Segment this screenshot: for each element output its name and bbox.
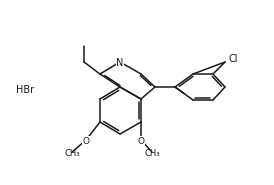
Text: CH₃: CH₃ (144, 149, 160, 159)
Text: N: N (116, 58, 124, 68)
Text: CH₃: CH₃ (64, 149, 80, 159)
Text: HBr: HBr (16, 85, 34, 95)
Text: Cl: Cl (228, 54, 238, 64)
Text: O: O (82, 137, 90, 145)
Text: O: O (138, 137, 144, 145)
